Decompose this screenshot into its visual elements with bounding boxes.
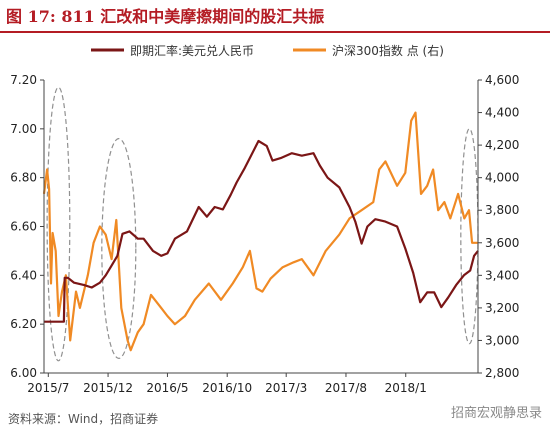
left-tick-label: 6.00	[10, 366, 37, 380]
x-tick-label: 2017/8	[325, 381, 367, 395]
right-tick-label: 4,600	[485, 73, 519, 87]
left-tick-label: 6.20	[10, 317, 37, 331]
figure-title: 图 17: 811 汇改和中美摩擦期间的股汇共振	[6, 7, 325, 26]
fx-rate-line	[44, 139, 479, 323]
watermark: 招商宏观静思录	[450, 406, 542, 421]
legend-label-csi: 沪深300指数 点 (右)	[332, 43, 444, 58]
x-tick-label: 2018/1	[385, 381, 427, 395]
dashed-ellipse	[101, 138, 137, 359]
right-tick-label: 3,400	[485, 268, 519, 282]
left-tick-label: 7.20	[10, 73, 37, 87]
right-tick-label: 3,000	[485, 333, 519, 347]
x-tick-label: 2017/3	[265, 381, 307, 395]
series-layer	[42, 111, 479, 352]
annotation-layer	[46, 86, 479, 362]
right-tick-label: 4,000	[485, 171, 519, 185]
axes-layer: 6.00 6.20 6.40 6.60 6.80 7.00 7.20 2,800 3,000 3,…	[10, 73, 519, 395]
right-tick-label: 4,400	[485, 106, 519, 120]
csi300-line	[42, 111, 478, 352]
right-tick-label: 4,200	[485, 138, 519, 152]
left-tick-label: 6.60	[10, 220, 37, 234]
legend-label-fx: 即期汇率:美元兑人民币	[130, 43, 254, 58]
source-note: 资料来源：Wind，招商证券	[8, 412, 159, 426]
x-tick-label: 2016/5	[146, 381, 188, 395]
left-tick-label: 6.40	[10, 268, 37, 282]
dashed-ellipse	[46, 86, 71, 362]
dashed-ellipse	[460, 128, 479, 345]
x-tick-label: 2016/10	[202, 381, 252, 395]
legend: 即期汇率:美元兑人民币 沪深300指数 点 (右)	[91, 43, 444, 58]
right-tick-label: 3,600	[485, 236, 519, 250]
x-tick-label: 2015/7	[27, 381, 69, 395]
right-tick-label: 3,200	[485, 301, 519, 315]
right-tick-label: 3,800	[485, 203, 519, 217]
left-tick-label: 7.00	[10, 122, 37, 136]
left-tick-label: 6.80	[10, 171, 37, 185]
title-rule	[0, 31, 550, 33]
right-tick-label: 2,800	[485, 366, 519, 380]
x-tick-label: 2015/12	[83, 381, 133, 395]
